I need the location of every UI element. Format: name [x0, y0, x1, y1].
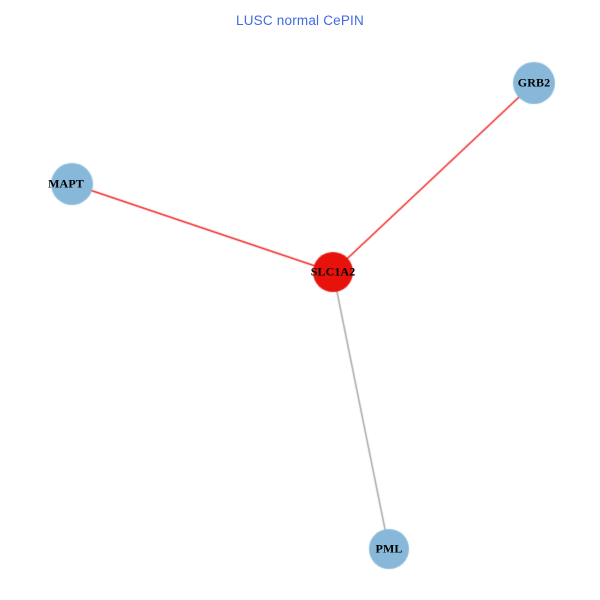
page-title: LUSC normal CePIN	[236, 13, 364, 28]
